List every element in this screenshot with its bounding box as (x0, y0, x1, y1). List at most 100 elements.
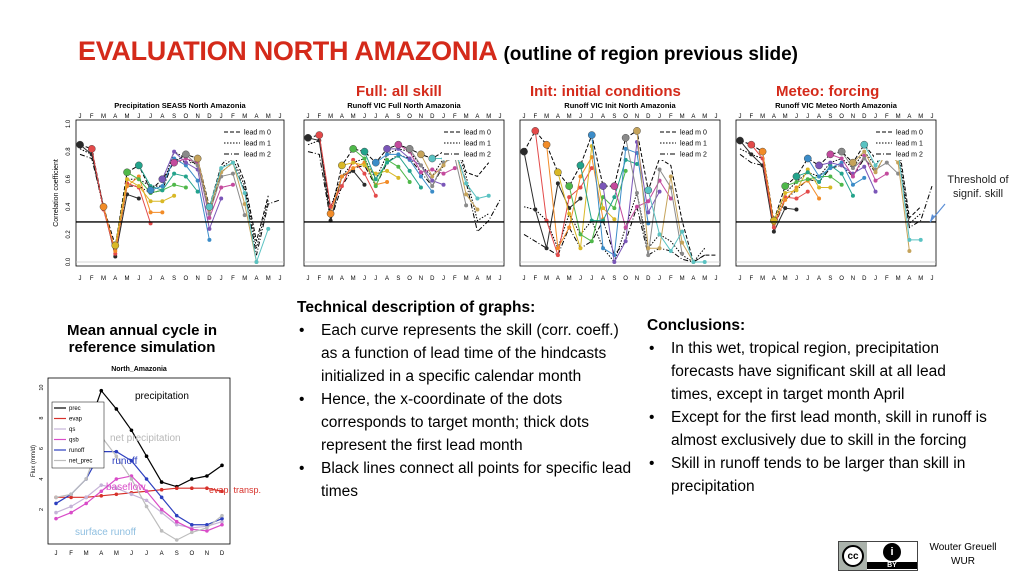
month-tick-label-bottom: J (579, 276, 582, 282)
month-tick-label-top: S (612, 114, 616, 120)
month-tick-label-bottom: S (172, 276, 176, 282)
lead-dot (160, 210, 165, 215)
lead-dot (207, 226, 212, 231)
lead-dot (396, 152, 401, 157)
lead-dot (612, 260, 617, 264)
threshold-note-line2: signif. skill (952, 188, 1004, 200)
month-skill-curve (636, 130, 694, 263)
annual-series-point (190, 477, 194, 481)
lead-dot (418, 174, 423, 179)
lead-dot (680, 229, 685, 234)
legend-label: lead m 0 (896, 130, 923, 137)
lead-dot (160, 199, 165, 204)
month-tick-label-top: M (918, 114, 923, 120)
lead-dot (219, 166, 224, 171)
lead-dot (612, 206, 617, 211)
annual-series-point (159, 480, 164, 484)
annual-series-point (159, 507, 164, 512)
month-tick-label-bottom: N (195, 276, 199, 282)
month-tick-label-bottom: M (896, 276, 901, 282)
author-name: Wouter Greuell (929, 542, 997, 553)
lead-dot (351, 166, 356, 171)
month-tick-label-bottom: O (184, 276, 189, 282)
lead-dot (850, 182, 855, 187)
lead-dot (441, 163, 446, 168)
month-skill-curve (352, 148, 411, 188)
month-tick-label-bottom: S (828, 276, 832, 282)
month-tick-label-bottom: J (79, 276, 82, 282)
lead-dot (634, 204, 639, 209)
lead-dot (464, 203, 469, 208)
month-tick-label-bottom: J (931, 276, 934, 282)
month-tick-label-top: M (486, 114, 491, 120)
y-tick-label: 0.4 (66, 202, 72, 211)
conclusion-bullet: Skill in runoff tends to be larger than … (647, 452, 987, 498)
annual-series-point (114, 492, 119, 497)
lead-dot (385, 152, 390, 157)
lead-dot (407, 156, 412, 161)
lead-dot (601, 206, 606, 211)
annual-series-line-qs (55, 484, 223, 529)
month-tick-label-bottom: M (567, 276, 572, 282)
lead-dot (657, 232, 662, 237)
first-lead-dot (205, 203, 214, 211)
month-skill-curve (568, 170, 627, 243)
annual-series-point (174, 513, 179, 518)
month-tick-label-top: A (340, 114, 344, 120)
month-tick-label-bottom: N (635, 276, 639, 282)
lead-dot (805, 167, 810, 172)
month-skill-curve (208, 161, 269, 264)
lead-dot (634, 191, 639, 195)
annual-series-point (174, 519, 179, 524)
lead-dot (230, 171, 235, 176)
lead-dot (396, 175, 401, 180)
slide-title-main: EVALUATION NORTH AMAZONIA (78, 36, 498, 66)
month-tick-label-bottom: D (430, 276, 435, 282)
lead-dot (183, 174, 188, 179)
annual-month-label: N (205, 551, 209, 557)
lead-dot (441, 171, 446, 176)
lead-dot (172, 193, 177, 198)
month-skill-curve (409, 148, 467, 206)
lead-dot (339, 174, 344, 179)
first-lead-dot (747, 140, 756, 149)
lead-dot (183, 185, 188, 190)
month-tick-label-bottom: F (231, 276, 235, 282)
lead-dot (817, 196, 822, 201)
annual-series-point (144, 504, 149, 509)
month-tick-label-top: A (385, 114, 389, 120)
annual-series-point (114, 486, 119, 490)
month-skill-curve (185, 153, 246, 216)
first-lead-dot (770, 216, 778, 225)
month-skill-curve (591, 134, 649, 256)
lead-dot (657, 189, 662, 194)
heading-full-skill: Full: all skill (356, 83, 442, 100)
month-tick-label-top: S (396, 114, 400, 120)
month-tick-label-top: D (862, 114, 867, 120)
month-skill-curve (364, 151, 422, 188)
plot-frame (303, 119, 505, 267)
first-lead-dot (849, 158, 857, 167)
month-tick-label-top: O (407, 114, 412, 120)
annual-plot-frame (47, 377, 231, 545)
first-lead-dot (837, 147, 846, 156)
annual-cycle-heading-line1: Mean annual cycle in (66, 322, 218, 339)
month-skill-curve (197, 158, 257, 263)
lead-dot (884, 171, 889, 176)
month-tick-label-bottom: F (453, 276, 457, 282)
annual-series-point (144, 498, 149, 503)
lead-dot (873, 178, 878, 183)
lead-dot (555, 253, 560, 258)
month-tick-label-top: J (795, 114, 798, 120)
month-tick-label-top: F (317, 114, 321, 120)
month-tick-label-top: D (646, 114, 651, 120)
lead-dot (623, 146, 628, 151)
annual-series-point (190, 522, 194, 527)
person-icon: i (883, 543, 901, 561)
lead-dot (452, 166, 457, 171)
annual-series-point (99, 483, 104, 487)
annual-cycle-chart: North_Amazonia Flux (mm/d) 2 4 6 8 10 J F M A M J J A S… (31, 366, 261, 557)
first-lead-dot (158, 175, 167, 183)
first-lead-dot (587, 131, 596, 139)
annual-series-point (144, 454, 149, 458)
